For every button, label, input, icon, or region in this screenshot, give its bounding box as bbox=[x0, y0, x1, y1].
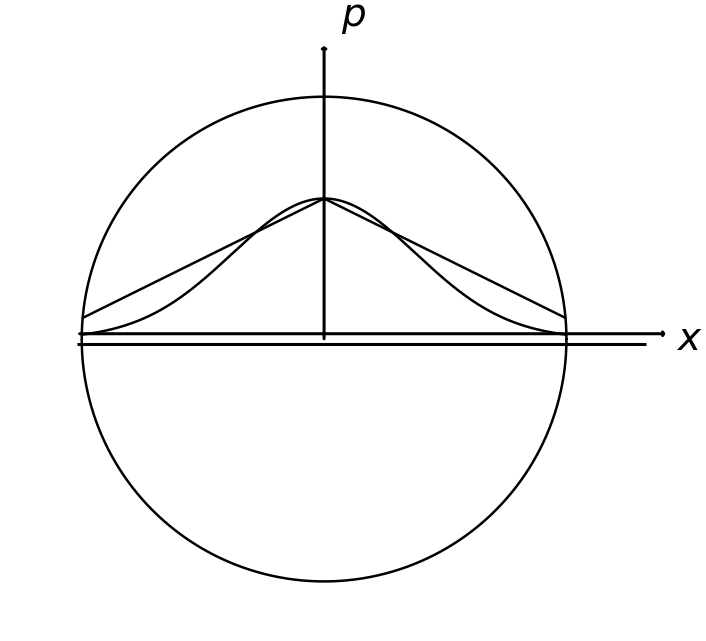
Text: $x$: $x$ bbox=[676, 320, 702, 358]
Text: $p$: $p$ bbox=[341, 0, 366, 36]
